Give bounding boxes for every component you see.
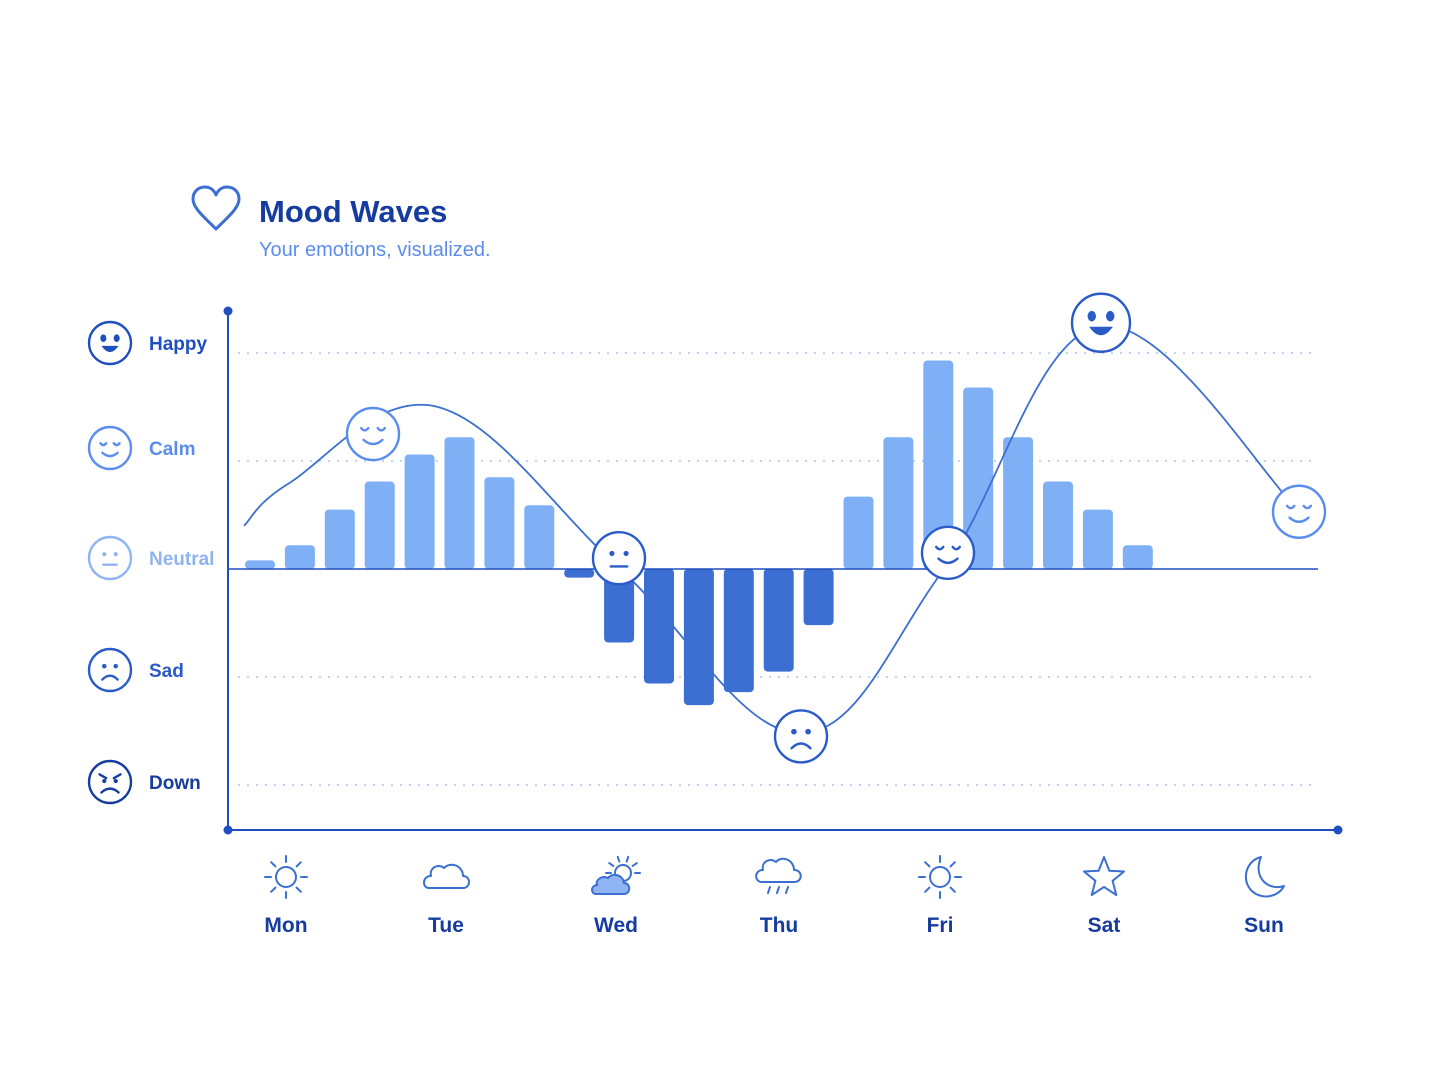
mood-markers <box>345 292 1327 764</box>
axes <box>223 306 1343 835</box>
bar <box>683 569 714 706</box>
x-axis-end-dot <box>1333 825 1343 835</box>
bar <box>1043 481 1073 569</box>
neutral-face-icon <box>87 535 133 581</box>
calm-face-icon <box>87 425 133 471</box>
y-level-down: Down <box>87 759 201 805</box>
sun-icon <box>264 855 308 899</box>
bars <box>245 360 1153 706</box>
mood-marker-sun <box>1271 484 1327 539</box>
mood-marker-fri <box>920 525 976 580</box>
y-level-label: Down <box>149 773 201 794</box>
bar <box>404 454 435 569</box>
star-icon <box>1083 856 1125 896</box>
bar <box>524 505 555 569</box>
happy-face-icon <box>87 320 133 366</box>
y-level-label: Happy <box>149 334 208 355</box>
partly-cloudy-icon <box>591 855 641 895</box>
day-label: Thu <box>760 914 798 937</box>
bar <box>604 569 635 643</box>
heart-icon <box>191 185 241 231</box>
day-tue: Tue <box>423 863 470 937</box>
trend-line <box>243 324 1299 735</box>
y-axis-labels: Happy Calm Neutral Sad Down <box>87 320 214 805</box>
day-sun: Sun <box>1244 856 1285 937</box>
chart-title: Mood Waves <box>259 194 447 229</box>
y-level-sad: Sad <box>87 647 184 693</box>
bar <box>324 509 355 569</box>
sun-icon <box>918 855 962 899</box>
y-level-label: Calm <box>149 439 195 460</box>
day-label: Fri <box>927 914 954 937</box>
mood-marker-tue <box>345 406 401 462</box>
mood-marker-thu <box>773 709 829 764</box>
day-fri: Fri <box>918 855 962 937</box>
day-mon: Mon <box>264 855 308 937</box>
y-level-neutral: Neutral <box>87 535 214 581</box>
bar <box>484 477 515 569</box>
y-axis-end-dot <box>223 306 233 316</box>
chart-header: Mood Waves Your emotions, visualized. <box>191 185 491 261</box>
bar <box>763 569 794 672</box>
rain-cloud-icon <box>755 857 802 894</box>
mood-marker-sat <box>1070 292 1132 353</box>
bar <box>245 560 275 569</box>
bar <box>803 569 834 626</box>
bar <box>1003 437 1034 569</box>
bar <box>883 437 914 569</box>
y-level-label: Neutral <box>149 549 214 570</box>
bar <box>843 496 874 569</box>
y-level-label: Sad <box>149 661 184 682</box>
cloud-icon <box>423 863 470 889</box>
day-wed: Wed <box>591 855 641 937</box>
bar <box>444 437 475 569</box>
bar <box>644 569 674 684</box>
x-axis-start-dot <box>223 825 233 835</box>
down-face-icon <box>87 759 133 805</box>
day-label: Sat <box>1088 914 1121 937</box>
bar <box>1122 545 1153 569</box>
bar <box>723 569 754 693</box>
sad-face-icon <box>87 647 133 693</box>
y-level-happy: Happy <box>87 320 208 366</box>
bar <box>923 360 954 569</box>
trend-line-layer <box>243 324 1299 735</box>
bar <box>564 569 595 578</box>
day-label: Mon <box>264 914 307 937</box>
bar <box>364 481 395 569</box>
x-axis-labels: Mon Tue Wed Thu Fri Sat Sun <box>264 855 1285 937</box>
day-label: Wed <box>594 914 638 937</box>
bar <box>284 545 315 569</box>
day-sat: Sat <box>1083 856 1125 937</box>
bar <box>1082 509 1113 569</box>
mood-marker-wed <box>591 531 647 586</box>
day-thu: Thu <box>755 857 802 937</box>
day-label: Sun <box>1244 914 1284 937</box>
day-label: Tue <box>428 914 464 937</box>
y-level-calm: Calm <box>87 425 195 471</box>
chart-subtitle: Your emotions, visualized. <box>259 239 491 261</box>
moon-icon <box>1245 856 1285 898</box>
